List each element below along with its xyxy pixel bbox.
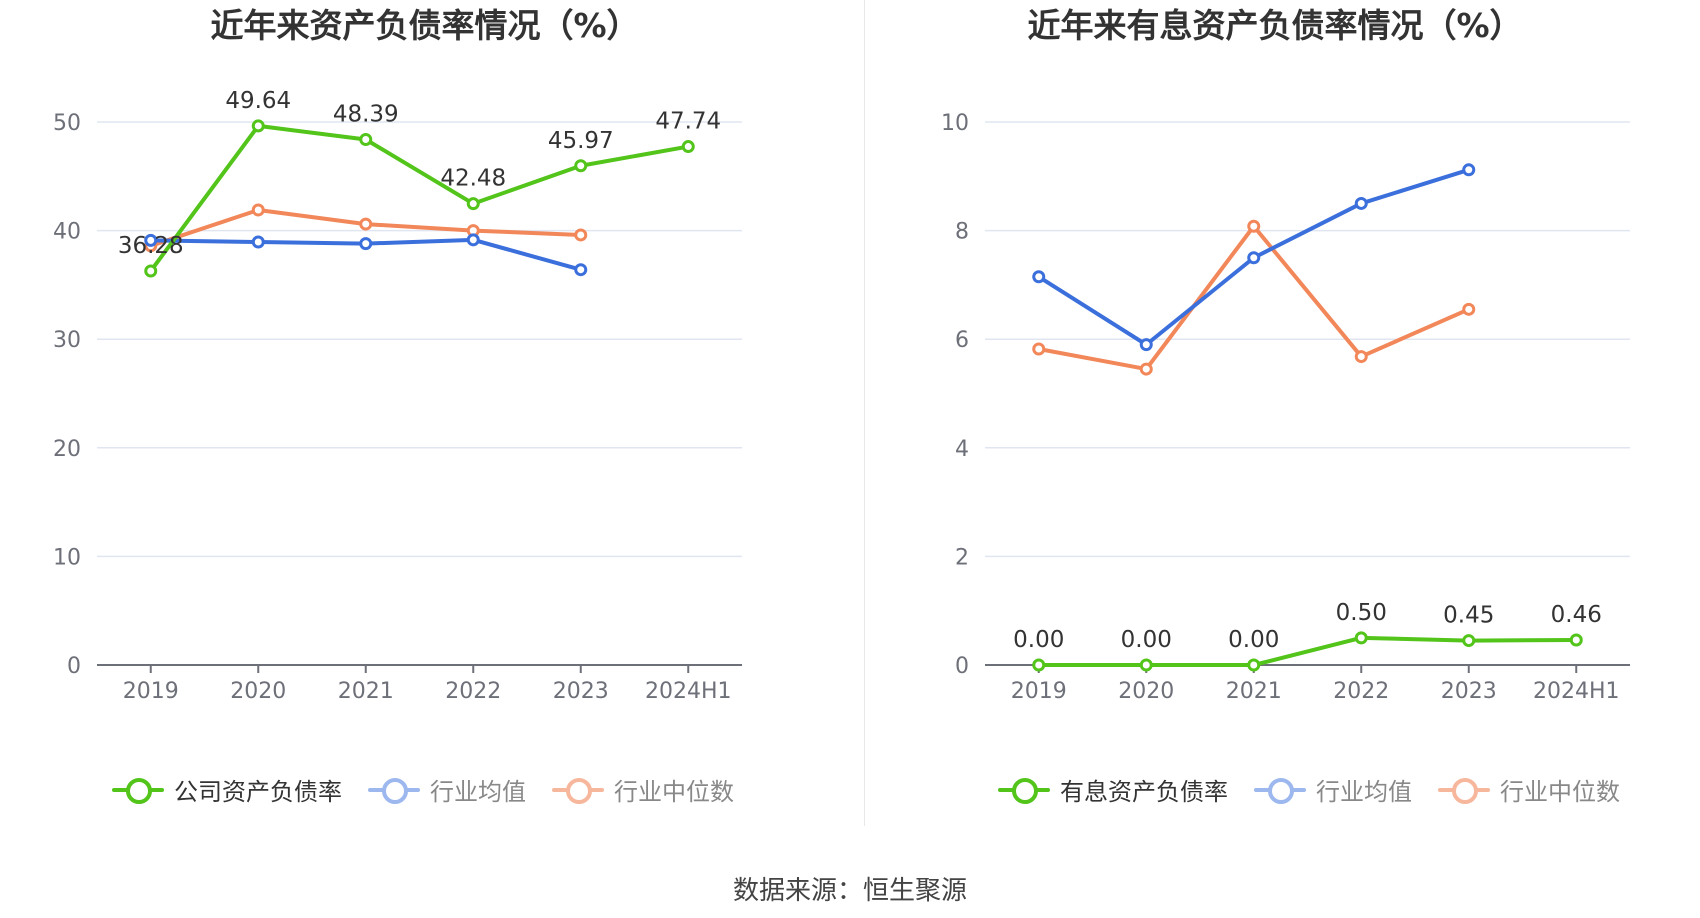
y-tick-label: 50 <box>53 111 81 136</box>
data-point[interactable] <box>466 197 480 211</box>
x-tick-label: 2021 <box>1226 679 1282 704</box>
data-point[interactable] <box>144 233 158 247</box>
data-point[interactable] <box>1462 634 1476 648</box>
data-label: 42.48 <box>440 166 506 192</box>
data-point[interactable] <box>1139 362 1153 376</box>
y-tick-label: 10 <box>53 545 81 570</box>
data-point[interactable] <box>1354 350 1368 364</box>
legend-item-industry-average[interactable]: 行业均值 <box>1254 772 1412 807</box>
legend-item-industry-median[interactable]: 行业中位数 <box>552 772 734 807</box>
data-point[interactable] <box>251 235 265 249</box>
chart-panel-right: 近年来有息资产负债率情况（%） 0 2 4 6 8 10 2019 2020 2021 2022 2… <box>850 0 1700 830</box>
data-point[interactable] <box>1032 342 1046 356</box>
x-tick-label: 2022 <box>1333 679 1389 704</box>
series-line <box>1038 635 1577 667</box>
x-tick-label: 2019 <box>1011 679 1067 704</box>
data-point[interactable] <box>1247 658 1261 672</box>
y-tick-label: 0 <box>67 654 81 679</box>
legend-item-industry-average[interactable]: 行业均值 <box>368 772 526 807</box>
series-line <box>149 123 689 273</box>
data-label: 0.50 <box>1336 600 1387 626</box>
y-tick-label: 6 <box>955 328 969 353</box>
data-label: 0.00 <box>1228 627 1279 653</box>
legend-item-industry-median[interactable]: 行业中位数 <box>1438 772 1620 807</box>
y-tick-label: 20 <box>53 437 81 462</box>
data-point[interactable] <box>144 264 158 278</box>
data-point[interactable] <box>359 217 373 231</box>
legend-label: 行业中位数 <box>614 778 734 806</box>
legend-line-icon <box>368 776 420 804</box>
chart-title-left: 近年来资产负债率情况（%） <box>210 6 640 45</box>
data-label: 47.74 <box>655 109 721 135</box>
y-tick-label: 4 <box>955 437 969 462</box>
data-point[interactable] <box>1247 251 1261 265</box>
x-tick-label: 2024H1 <box>645 679 732 704</box>
data-point[interactable] <box>251 203 265 217</box>
data-label: 36.28 <box>118 233 184 259</box>
chart-panel-left: 近年来资产负债率情况（%） 0 10 20 30 40 50 2019 2020 2021 202… <box>0 0 850 830</box>
data-point[interactable] <box>1569 633 1583 647</box>
data-label: 0.45 <box>1443 603 1494 629</box>
legend-line-icon <box>552 776 604 804</box>
line-chart-interest-debt-ratio: 0 2 4 6 8 10 2019 2020 2021 2022 2023 2024H1 0.00 0.0… <box>941 111 1630 704</box>
data-point[interactable] <box>466 233 480 247</box>
data-point[interactable] <box>359 132 373 146</box>
x-tick-label: 2021 <box>338 679 394 704</box>
legend-item-interest-debt-ratio[interactable]: 有息资产负债率 <box>998 772 1228 807</box>
data-point[interactable] <box>574 228 588 242</box>
chart-title-right: 近年来有息资产负债率情况（%） <box>1027 6 1523 45</box>
legend-right: 有息资产负债率 行业均值 行业中位数 <box>998 772 1620 807</box>
data-point[interactable] <box>574 263 588 277</box>
data-label: 0.46 <box>1551 602 1602 628</box>
series-line <box>1038 224 1470 372</box>
data-label: 49.64 <box>225 88 291 114</box>
panel-divider <box>864 0 865 826</box>
y-tick-label: 0 <box>955 654 969 679</box>
x-tick-label: 2023 <box>553 679 609 704</box>
legend-line-icon <box>112 776 164 804</box>
data-point[interactable] <box>1032 270 1046 284</box>
x-tick-label: 2019 <box>123 679 179 704</box>
x-tick-label: 2024H1 <box>1533 679 1620 704</box>
data-point[interactable] <box>251 119 265 133</box>
data-point[interactable] <box>1247 219 1261 233</box>
data-point[interactable] <box>1354 196 1368 210</box>
legend-line-icon <box>1438 776 1490 804</box>
x-tick-label: 2022 <box>445 679 501 704</box>
y-tick-label: 40 <box>53 220 81 245</box>
x-tick-label: 2020 <box>1118 679 1174 704</box>
legend-line-icon <box>1254 776 1306 804</box>
data-point[interactable] <box>1139 658 1153 672</box>
data-point[interactable] <box>359 237 373 251</box>
legend-left: 公司资产负债率 行业均值 行业中位数 <box>112 772 734 807</box>
legend-label: 行业均值 <box>1316 778 1412 806</box>
y-tick-label: 2 <box>955 545 969 570</box>
legend-line-icon <box>998 776 1050 804</box>
legend-label: 行业均值 <box>430 778 526 806</box>
data-point[interactable] <box>1032 658 1046 672</box>
data-label: 0.00 <box>1013 627 1064 653</box>
x-tick-label: 2020 <box>230 679 286 704</box>
y-tick-label: 30 <box>53 328 81 353</box>
legend-label: 行业中位数 <box>1500 778 1620 806</box>
data-point[interactable] <box>681 140 695 154</box>
data-point[interactable] <box>1462 163 1476 177</box>
y-tick-label: 10 <box>941 111 969 136</box>
x-tick-label: 2023 <box>1441 679 1497 704</box>
line-chart-debt-ratio: 0 10 20 30 40 50 2019 2020 2021 2022 2023 2024H1 36.… <box>53 88 742 704</box>
data-label: 45.97 <box>548 128 614 154</box>
data-label: 48.39 <box>333 101 399 127</box>
legend-label: 有息资产负债率 <box>1060 778 1228 806</box>
legend-item-company-debt-ratio[interactable]: 公司资产负债率 <box>112 772 342 807</box>
data-point[interactable] <box>574 159 588 173</box>
data-point[interactable] <box>1462 302 1476 316</box>
data-point[interactable] <box>1354 631 1368 645</box>
data-point[interactable] <box>1139 338 1153 352</box>
data-label: 0.00 <box>1121 627 1172 653</box>
data-source-label: 数据来源：恒生聚源 <box>732 876 967 906</box>
legend-label: 公司资产负债率 <box>174 778 342 806</box>
y-tick-label: 8 <box>955 220 969 245</box>
